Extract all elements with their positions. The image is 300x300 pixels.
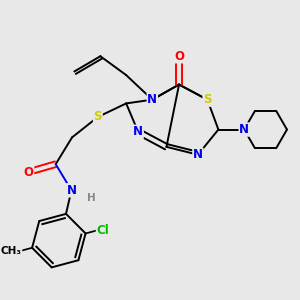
Text: S: S <box>94 110 102 124</box>
Text: H: H <box>87 193 96 203</box>
Text: N: N <box>133 125 143 138</box>
Text: Cl: Cl <box>96 224 109 237</box>
Text: CH₃: CH₃ <box>1 246 22 256</box>
Text: O: O <box>174 50 184 63</box>
Text: N: N <box>239 123 249 136</box>
Text: S: S <box>203 93 212 106</box>
Text: N: N <box>66 184 76 197</box>
Text: N: N <box>147 93 157 106</box>
Text: O: O <box>24 166 34 178</box>
Text: N: N <box>193 148 203 161</box>
